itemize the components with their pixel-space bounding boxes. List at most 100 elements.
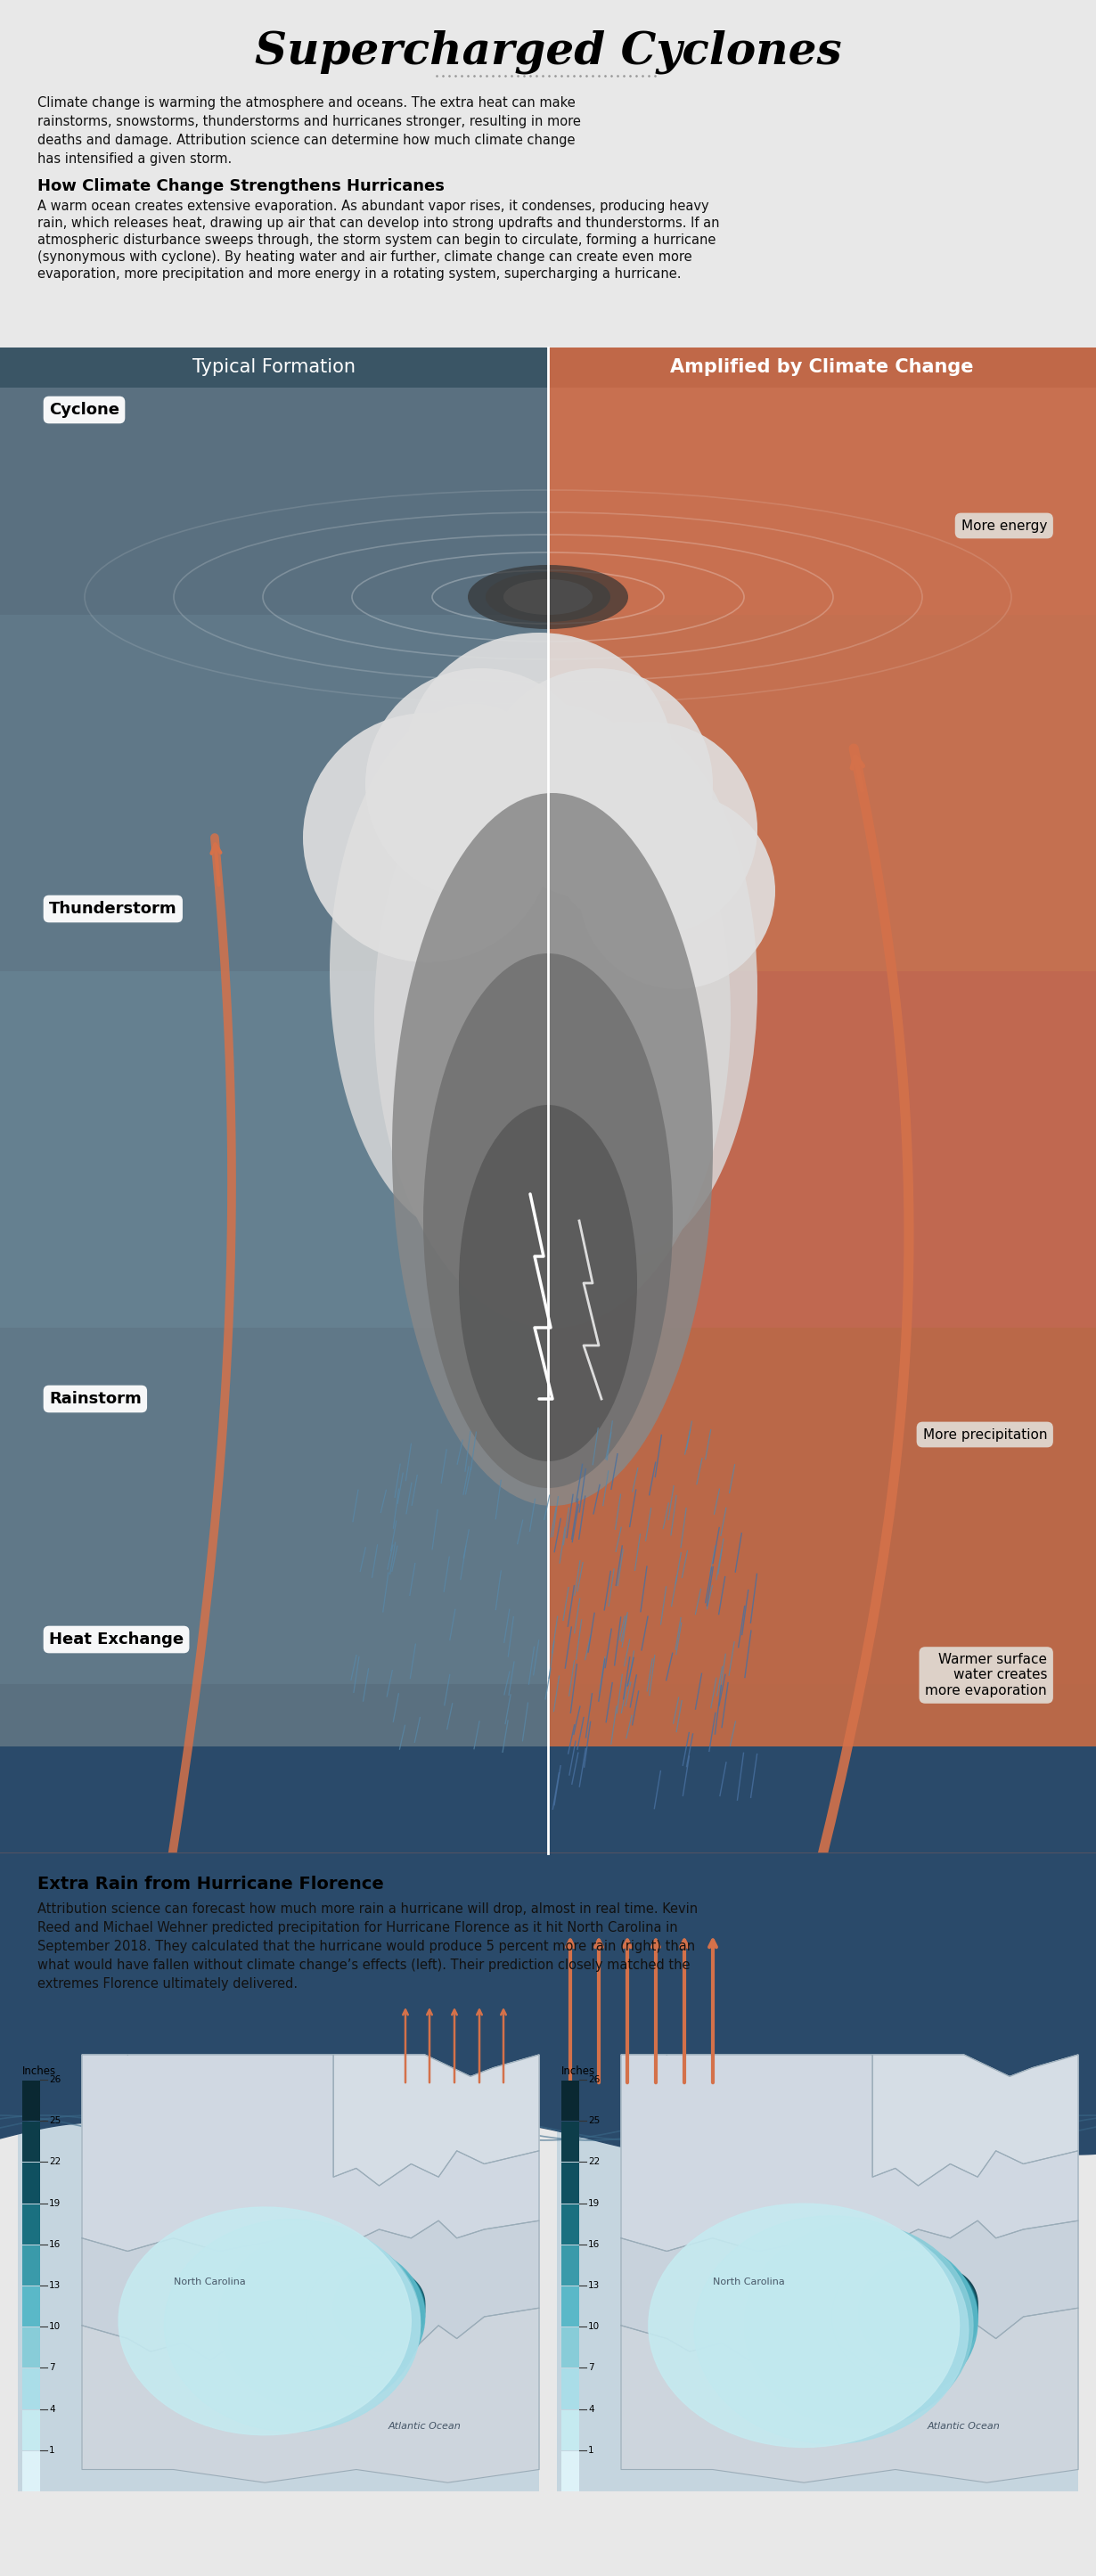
Bar [22,2123,41,2161]
Bar [22,2246,41,2285]
Text: 19: 19 [589,2200,600,2208]
Text: Amplified by Climate Change: Amplified by Climate Change [671,358,973,376]
Bar [548,971,1096,1327]
Ellipse shape [330,703,615,1239]
Ellipse shape [503,580,593,616]
Bar [561,2205,579,2244]
Text: Predicted Rainfall: Predicted Rainfall [730,2025,905,2043]
Text: 13: 13 [49,2282,60,2290]
Polygon shape [306,2257,425,2367]
Bar [18,2012,539,2056]
Text: How Climate Change Strengthens Hurricanes: How Climate Change Strengthens Hurricane… [37,178,445,193]
Ellipse shape [459,1105,637,1461]
Text: (synonymous with cyclone). By heating water and air further, climate change can : (synonymous with cyclone). By heating wa… [37,250,692,263]
Text: what would have fallen without climate change’s effects (left). Their prediction: what would have fallen without climate c… [37,1958,690,1971]
Text: September 2018. They calculated that the hurricane would produce 5 percent more : September 2018. They calculated that the… [37,1940,695,1953]
Polygon shape [925,2280,975,2336]
Bar [548,1685,1096,1852]
Text: Reed and Michael Wehner predicted precipitation for Hurricane Florence as it hit: Reed and Michael Wehner predicted precip… [37,1922,677,1935]
Bar [561,2123,579,2161]
Ellipse shape [481,667,712,899]
Bar [548,616,1096,971]
Text: 1: 1 [589,2445,594,2455]
Polygon shape [872,2056,1078,2184]
Ellipse shape [544,721,757,935]
Text: North Carolina: North Carolina [713,2277,785,2287]
Ellipse shape [365,667,597,899]
Text: 7: 7 [49,2362,55,2372]
Bar [557,2012,1078,2056]
Text: 4: 4 [589,2403,594,2414]
Text: Atlantic Ocean: Atlantic Ocean [927,2421,1001,2429]
Bar [0,616,548,971]
Bar [0,1685,548,1852]
Text: 10: 10 [49,2321,60,2331]
Polygon shape [270,2246,425,2388]
Polygon shape [333,2056,539,2184]
Text: Thunderstorm: Thunderstorm [49,902,176,917]
Polygon shape [887,2264,978,2352]
Text: 1: 1 [49,2445,55,2455]
Text: rain, which releases heat, drawing up air that can develop into strong updrafts : rain, which releases heat, drawing up ai… [37,216,720,229]
Text: 26: 26 [49,2076,60,2084]
Ellipse shape [579,793,775,989]
Text: 25: 25 [589,2117,600,2125]
Text: deaths and damage. Attribution science can determine how much climate change: deaths and damage. Attribution science c… [37,134,575,147]
Text: extremes Florence ultimately delivered.: extremes Florence ultimately delivered. [37,1978,298,1991]
Polygon shape [621,2308,1078,2483]
Text: Supercharged Cyclones: Supercharged Cyclones [254,31,842,75]
Polygon shape [381,2287,423,2329]
Text: Inches: Inches [22,2066,56,2076]
Text: Attribution science can forecast how much more rain a hurricane will drop, almos: Attribution science can forecast how muc… [37,1901,698,1917]
Text: 22: 22 [589,2159,600,2166]
Bar [22,2205,41,2244]
Polygon shape [361,2272,425,2334]
Text: More energy: More energy [961,518,1047,533]
Bar [18,2056,539,2491]
Bar [22,2164,41,2202]
Text: Extra Rain from Hurricane Florence: Extra Rain from Hurricane Florence [37,1875,384,1893]
Polygon shape [649,2202,959,2447]
Text: 16: 16 [589,2241,600,2249]
Text: Rainstorm: Rainstorm [49,1391,141,1406]
Bar [561,2370,579,2409]
Text: Atlantic Ocean: Atlantic Ocean [388,2421,461,2429]
Polygon shape [904,2269,978,2339]
Text: North Carolina: North Carolina [174,2277,246,2287]
Text: atmospheric disturbance sweeps through, the storm system can begin to circulate,: atmospheric disturbance sweeps through, … [37,234,716,247]
Polygon shape [82,2308,539,2483]
Text: 25: 25 [49,2117,60,2125]
Bar [561,2081,579,2120]
Bar [561,2246,579,2285]
Polygon shape [832,2249,978,2383]
Text: 10: 10 [589,2321,600,2331]
Text: Inches: Inches [561,2066,595,2076]
Text: 13: 13 [589,2282,600,2290]
Bar [548,1327,1096,1685]
Polygon shape [118,2208,411,2434]
Text: 19: 19 [49,2200,60,2208]
Bar [0,971,548,1327]
Bar [548,348,1096,616]
Polygon shape [82,2221,539,2370]
Polygon shape [333,2264,425,2352]
Polygon shape [621,2056,1078,2251]
Bar [561,2164,579,2202]
Text: Heat Exchange: Heat Exchange [49,1631,184,1649]
Text: 26: 26 [589,2076,600,2084]
Ellipse shape [374,703,731,1327]
Ellipse shape [423,953,673,1489]
Text: 7: 7 [589,2362,594,2372]
Bar [557,2056,1078,2491]
Bar [22,2409,41,2450]
Bar [561,2409,579,2450]
Polygon shape [795,2239,978,2403]
Polygon shape [621,2221,1078,2370]
Ellipse shape [392,793,712,1507]
Ellipse shape [302,714,552,963]
Text: Warmer surface
water creates
more evaporation: Warmer surface water creates more evapor… [925,1654,1047,1698]
Polygon shape [694,2215,969,2445]
Text: Typical Formation: Typical Formation [193,358,355,376]
Bar [0,348,548,616]
Bar [22,2329,41,2367]
